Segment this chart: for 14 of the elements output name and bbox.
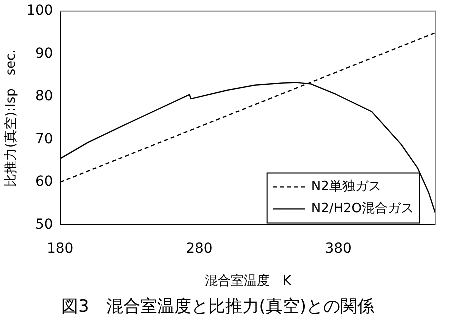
legend-label: N2/H2O混合ガス (311, 202, 414, 217)
y-axis-title: 比推力(真空):Isp sec. (4, 50, 20, 188)
x-tick-label: 380 (325, 241, 352, 258)
x-tick-label: 280 (186, 241, 213, 258)
y-tick-label: 60 (35, 174, 54, 190)
text: 図3 混合室温度と比推力(真空)との関係 (61, 297, 375, 318)
x-axis-title: 混合室温度 K (204, 273, 292, 290)
y-tick-label: 70 (35, 131, 54, 148)
legend-label: N2単独ガス (311, 180, 382, 195)
y-tick-label: 80 (35, 88, 54, 105)
x-tick-label: 180 (46, 241, 74, 258)
y-tick-label: 100 (26, 3, 54, 20)
y-tick-label: 50 (35, 216, 54, 233)
y-tick-label: 90 (35, 46, 54, 62)
